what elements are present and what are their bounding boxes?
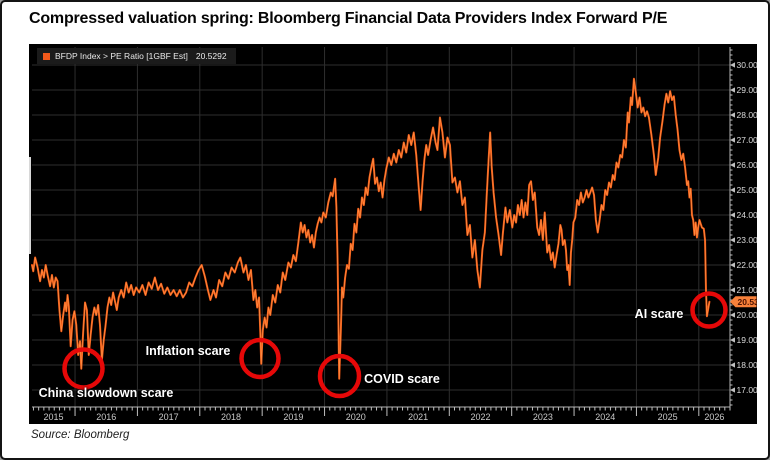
y-major-tick bbox=[730, 262, 735, 268]
y-axis-tick-label: 29.00 bbox=[737, 85, 758, 95]
y-axis-tick-label: 23.00 bbox=[737, 235, 758, 245]
y-axis-tick-label: 25.00 bbox=[737, 185, 758, 195]
x-axis-year-label: 2026 bbox=[704, 412, 724, 422]
y-major-tick bbox=[730, 312, 735, 318]
x-axis-year-label: 2015 bbox=[44, 412, 64, 422]
scare-circle-icon bbox=[690, 291, 728, 329]
y-major-tick bbox=[730, 212, 735, 218]
series-legend-label: BFDP Index > PE Ratio [1GBF Est] bbox=[55, 51, 188, 61]
y-axis-tick-label: 19.00 bbox=[737, 335, 758, 345]
x-axis-year-label: 2018 bbox=[221, 412, 241, 422]
annotation-china-slowdown: China slowdown scare bbox=[38, 386, 174, 400]
pe-ratio-line-highlight bbox=[31, 78, 710, 380]
last-value-tag bbox=[730, 296, 757, 308]
x-axis-year-label: 2019 bbox=[283, 412, 303, 422]
y-axis-tick-label: 22.00 bbox=[737, 260, 758, 270]
y-axis-tick-label: 24.00 bbox=[737, 210, 758, 220]
x-axis-year-label: 2024 bbox=[595, 412, 615, 422]
y-major-tick bbox=[730, 162, 735, 168]
chart-title: Compressed valuation spring: Bloomberg F… bbox=[29, 10, 668, 27]
series-legend[interactable]: BFDP Index > PE Ratio [1GBF Est] 20.5292 bbox=[37, 48, 236, 64]
pe-ratio-line bbox=[31, 77, 711, 380]
x-axis-year-label: 2021 bbox=[408, 412, 428, 422]
price-line-chart[interactable]: 2015 2016 2017 2018 2019 2020 2021 2022 2023 2024… bbox=[29, 44, 757, 424]
y-axis-tick-label: 18.00 bbox=[737, 360, 758, 370]
scare-circle-icon bbox=[317, 353, 362, 399]
x-axis-year-label: 2025 bbox=[658, 412, 678, 422]
y-major-tick bbox=[730, 187, 735, 193]
y-major-tick bbox=[730, 137, 735, 143]
series-swatch-icon bbox=[43, 52, 50, 60]
scare-circle-icon bbox=[239, 337, 281, 380]
last-value-tag-text: 20.53 bbox=[738, 297, 758, 307]
series-legend-value: 20.5292 bbox=[195, 51, 227, 61]
panel-edge-strip bbox=[29, 157, 31, 254]
y-major-tick bbox=[730, 362, 735, 368]
x-axis-year-label: 2023 bbox=[533, 412, 553, 422]
y-axis-tick-label: 28.00 bbox=[737, 110, 758, 120]
y-axis-tick-label: 20.00 bbox=[737, 310, 758, 320]
x-axis-year-label: 2016 bbox=[96, 412, 116, 422]
y-major-tick bbox=[730, 112, 735, 118]
chart-panel: 2015 2016 2017 2018 2019 2020 2021 2022 2023 2024… bbox=[29, 44, 757, 424]
y-major-tick bbox=[730, 337, 735, 343]
y-axis-tick-label: 26.00 bbox=[737, 160, 758, 170]
y-major-tick bbox=[730, 237, 735, 243]
y-axis-tick-label: 17.00 bbox=[737, 385, 758, 395]
annotation-inflation-scare: Inflation scare bbox=[145, 344, 231, 358]
x-axis-year-label: 2022 bbox=[470, 412, 490, 422]
annotation-covid-scare: COVID scare bbox=[364, 372, 440, 386]
y-major-tick bbox=[730, 62, 735, 68]
source-credit: Source: Bloomberg bbox=[31, 429, 130, 441]
y-axis-tick-label: 21.00 bbox=[737, 285, 758, 295]
scare-circle-icon bbox=[62, 347, 105, 390]
y-major-tick bbox=[730, 87, 735, 93]
x-axis-year-label: 2017 bbox=[159, 412, 179, 422]
y-major-tick bbox=[730, 287, 735, 293]
annotation-ai-scare: AI scare bbox=[634, 307, 684, 321]
y-axis-tick-label: 27.00 bbox=[737, 135, 758, 145]
x-axis-year-label: 2020 bbox=[346, 412, 366, 422]
y-major-tick bbox=[730, 387, 735, 393]
y-axis-tick-label: 30.00 bbox=[737, 60, 758, 70]
